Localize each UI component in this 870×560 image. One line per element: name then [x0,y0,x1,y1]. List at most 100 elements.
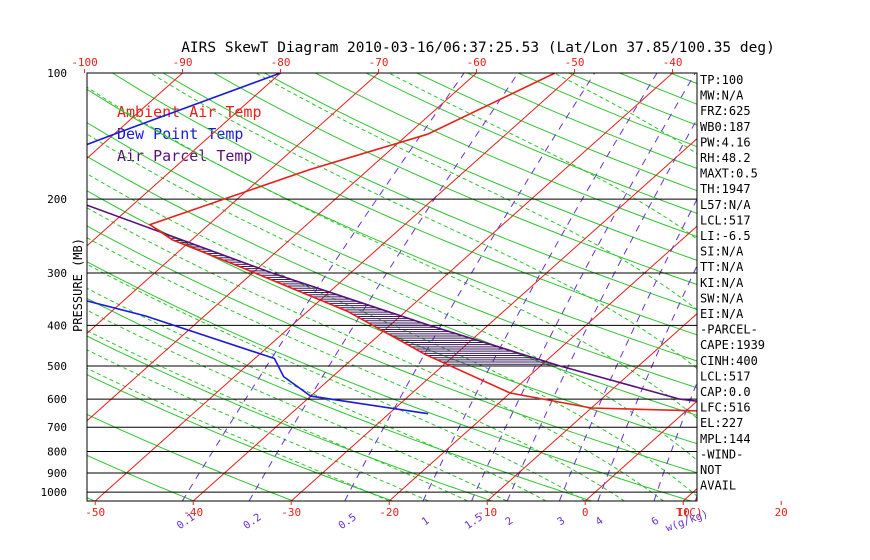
mixing-ratio-label: 4 [593,515,605,528]
isotherm-line [290,138,697,501]
dry-adiabat-line [87,190,697,445]
dry-adiabat-line [87,374,393,501]
isotherm-line [0,54,106,510]
isotherm-line [584,400,697,501]
dry-adiabat-line [416,73,697,192]
index-label: WB0:187 [700,120,751,134]
top-temp-tick-label: -100 [71,56,98,69]
isotherm-line [94,73,576,501]
legend-air-parcel-temp: Air Parcel Temp [117,147,252,165]
index-label: LCL:517 [700,213,751,227]
mixing-ratio-line [756,73,870,501]
moist-adiabat-line [87,173,697,497]
dry-adiabat-line [87,335,493,501]
mixing-ratio-line [344,73,596,501]
dry-adiabat-line [87,261,692,501]
isotherm-line [772,54,870,510]
bottom-temp-tick-label: -10 [477,506,497,519]
top-temp-tick-label: -90 [173,56,193,69]
isotherm-line [0,54,8,510]
ambient-temp-line [148,73,697,412]
top-temp-tick-label: -40 [663,56,683,69]
index-label: AVAIL [700,479,736,493]
dry-adiabat-line [87,122,697,389]
index-label: SI:N/A [700,245,744,259]
mixing-ratio-line [790,73,870,501]
index-label: EL:227 [700,416,743,430]
pressure-tick-label: 400 [47,319,67,332]
top-temp-tick-label: -60 [467,56,487,69]
isotherm-line [486,313,697,501]
sounding-profiles [87,73,697,415]
mixing-ratio-line [181,73,465,501]
index-label: TH:1947 [700,182,751,196]
index-label: MPL:144 [700,432,751,446]
pressure-tick-label: 1000 [41,486,68,499]
index-label: LCL:517 [700,369,751,383]
index-label: -PARCEL- [700,323,758,337]
index-label: MAXT:0.5 [700,167,758,181]
dry-adiabat-line [264,73,697,261]
dry-adiabat-line [365,73,697,214]
moist-adiabat-line [87,86,697,419]
mixing-ratio-line [422,73,658,501]
bottom-temp-tick-label: -50 [85,506,105,519]
moist-adiabat-line [87,263,586,501]
index-label: MW:N/A [700,89,744,103]
dry-adiabat-line [315,73,697,238]
index-label: TT:N/A [700,260,744,274]
moist-adiabat-line [87,330,468,501]
bottom-temp-tick-label: 0 [582,506,589,519]
isotherm-line [87,73,380,334]
mixing-ratio-label: 6 [649,515,661,528]
isotherm-line [87,73,282,247]
index-label: CINH:400 [700,354,758,368]
index-label: L57:N/A [700,198,751,212]
isotherm-line [87,73,184,159]
bottom-temp-tick-label: 10 [677,506,690,519]
index-label: NOT [700,463,722,477]
dry-adiabat-line [823,73,870,501]
pressure-tick-label: 900 [47,467,67,480]
index-label: CAPE:1939 [700,338,765,352]
index-label: TP:100 [700,73,743,87]
pressure-tick-label: 500 [47,360,67,373]
bottom-temp-tick-label: -30 [281,506,301,519]
dry-adiabat-line [87,88,697,362]
index-label: LI:-6.5 [700,229,751,243]
legend-dew-point-temp: Dew Point Temp [117,125,243,143]
plot-frame [86,72,698,502]
bottom-temp-tick-label: -20 [379,506,399,519]
parcel-temp-line [87,204,697,402]
mixing-ratio-line [558,198,697,501]
dewpoint-temp-line [87,73,429,415]
dry-adiabat-line [467,73,697,169]
legend: Ambient Air Temp Dew Point Temp Air Parc… [117,103,262,165]
top-temp-tick-label: -80 [271,56,291,69]
mixing-ratio-label: 1 [420,515,432,528]
dry-adiabat-line [162,73,697,310]
index-label: LFC:516 [700,401,751,415]
mixing-ratio-label: 2 [503,515,515,528]
mixing-ratio-line [597,264,697,501]
mixing-ratio-line [506,118,697,501]
top-temp-tick-label: -70 [369,56,389,69]
background-grid [0,54,870,510]
pressure-tick-label: 300 [47,267,67,280]
mixing-ratio-line [653,381,697,501]
dry-adiabat-line [87,225,697,474]
dry-adiabat-line [112,73,697,336]
mixing-ratio-label: 3 [555,515,567,528]
index-label: EI:N/A [700,307,744,321]
mixing-ratio-label: 0.2 [241,511,263,532]
index-label: FRZ:625 [700,104,751,118]
dry-adiabat-line [213,73,697,286]
dry-adiabat-line [87,454,195,501]
moist-adiabat-line [87,287,547,501]
dry-adiabat-line [772,73,870,501]
cape-shading [166,235,555,365]
index-label: RH:48.2 [700,151,751,165]
pressure-tick-label: 700 [47,421,67,434]
pressure-tick-label: 600 [47,393,67,406]
